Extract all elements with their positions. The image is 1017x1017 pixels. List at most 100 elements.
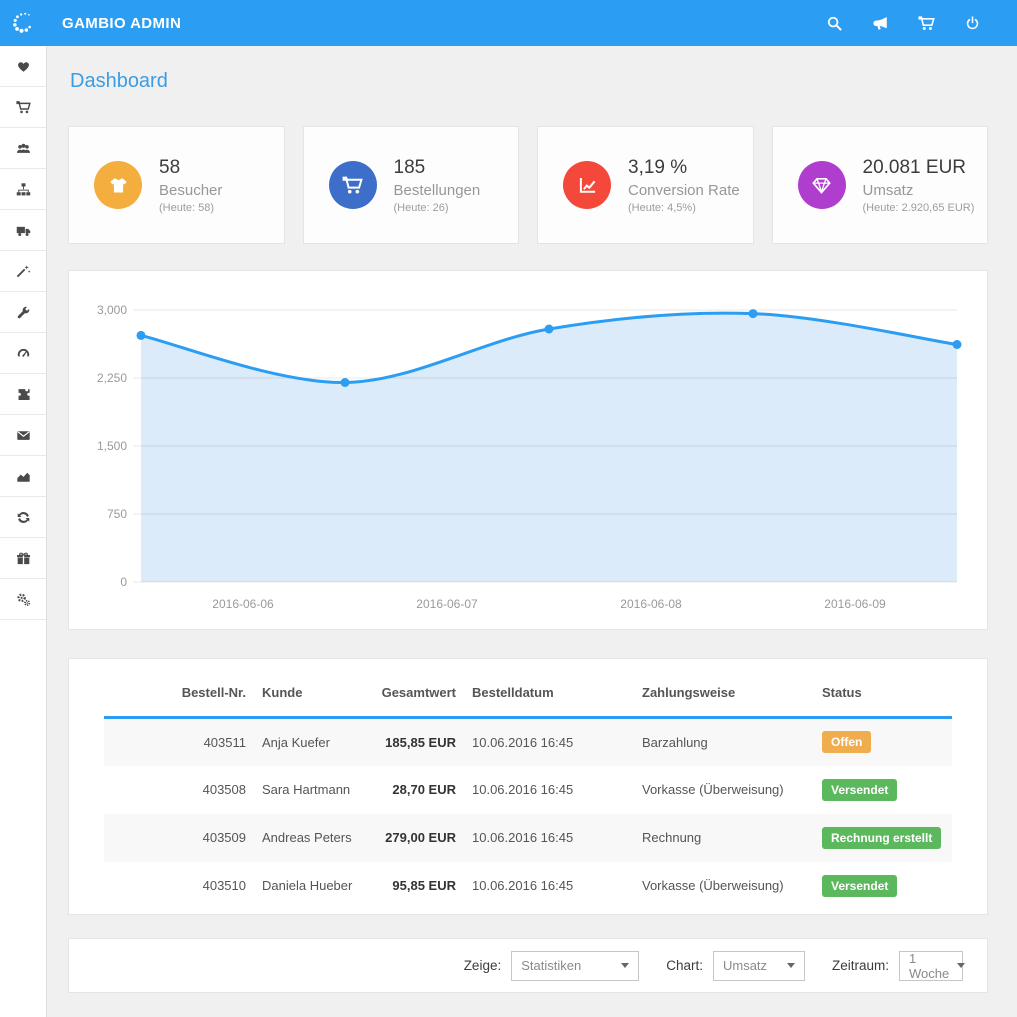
stat-value: 58 (159, 156, 181, 178)
cell-wert: 279,00 EUR (385, 830, 456, 845)
sidebar-item-area-chart[interactable] (0, 456, 46, 497)
stat-texts: 3,19 % Conversion Rate (Heute: 4,5%) (628, 157, 740, 214)
table-row[interactable]: 403511 Anja Kuefer 185,85 EUR 10.06.2016 16… (104, 717, 952, 766)
stat-card-bestellungen: 185 Bestellungen (Heute: 26) (302, 126, 519, 244)
stat-icon-circle (797, 161, 846, 209)
cell-wert: 28,70 EUR (392, 782, 456, 797)
zeige-select[interactable]: Statistiken (511, 950, 640, 981)
table-row[interactable]: 403508 Sara Hartmann 28,70 EUR 10.06.2016 1… (104, 766, 952, 814)
shirt-icon (109, 177, 127, 192)
column-header-4: Zahlungsweise (634, 675, 814, 719)
search-button[interactable] (811, 0, 857, 46)
cart-icon (917, 15, 935, 30)
y-axis-tick-label: 1,500 (97, 439, 127, 453)
chevron-down-icon (957, 963, 966, 968)
stat-texts: 58 Besucher (Heute: 58) (159, 157, 222, 214)
sidebar-item-heart[interactable] (0, 46, 46, 87)
puzzle-icon (18, 388, 30, 400)
power-icon (966, 15, 978, 29)
zeitraum-label: Zeitraum: (831, 958, 889, 973)
envelope-icon (16, 430, 30, 440)
stat-icon-circle (328, 161, 377, 209)
megaphone-icon (872, 16, 887, 30)
stat-texts: 20.081 EUR Umsatz (Heute: 2.920,65 EUR) (863, 157, 975, 214)
stat-texts: 185 Bestellungen (Heute: 26) (394, 157, 481, 214)
truck-icon (16, 226, 30, 236)
users-icon (16, 143, 30, 153)
sidebar-item-tachometer[interactable] (0, 333, 46, 374)
chart-point[interactable] (952, 340, 962, 349)
chart-point[interactable] (340, 378, 350, 387)
chart-settings-bar: Zeige: Statistiken Chart: Umsatz Zeitraum: 1 … (68, 938, 988, 993)
sidebar-item-envelope[interactable] (0, 415, 46, 456)
zeitraum-select[interactable]: 1 Woche (899, 950, 966, 981)
column-header-1: Kunde (254, 675, 364, 719)
cell-nr: 403510 (202, 878, 246, 893)
cell-datum: 10.06.2016 16:45 (472, 830, 574, 845)
spinner-dots-icon (13, 12, 31, 33)
cell-zahlung: Vorkasse (Überweisung) (642, 878, 784, 893)
chart-label: Chart: (666, 958, 703, 973)
column-header-2: Gesamtwert (364, 675, 464, 719)
y-axis-tick-label: 2,250 (97, 371, 127, 385)
megaphone-button[interactable] (857, 0, 903, 46)
sales-area-chart: 0 750 1,500 2,250 3,000 2016-06-06 2016-06-07 2… (97, 303, 962, 611)
page-title: Dashboard (70, 70, 168, 92)
top-actions (811, 0, 995, 46)
sidebar-item-puzzle[interactable] (0, 374, 46, 415)
chart-line-icon (579, 177, 595, 193)
table-row[interactable]: 403509 Andreas Peters 279,00 EUR 10.06.2016… (104, 813, 952, 862)
stat-label: Besucher (159, 181, 223, 199)
tachometer-icon (17, 348, 29, 357)
status-badge: Offen (822, 731, 872, 754)
cogs-icon (16, 593, 30, 606)
y-axis-tick-label: 3,000 (97, 303, 127, 317)
cell-zahlung: Rechnung (642, 830, 702, 845)
sidebar-item-cart[interactable] (0, 87, 46, 128)
sidebar-item-users[interactable] (0, 128, 46, 169)
y-axis-tick-label: 750 (107, 507, 127, 521)
cart-icon (15, 100, 31, 113)
cell-datum: 10.06.2016 16:45 (472, 734, 574, 750)
app-title: GAMBIO ADMIN (62, 14, 182, 32)
column-header-3: Bestelldatum (464, 675, 634, 719)
chart-control: Chart: Umsatz (666, 950, 805, 981)
stat-card-conversion-rate: 3,19 % Conversion Rate (Heute: 4,5%) (537, 126, 754, 244)
sidebar-item-cogs[interactable] (0, 579, 46, 620)
cart-icon (342, 176, 363, 194)
column-header-5: Status (814, 675, 952, 719)
cell-status: Versendet (814, 862, 952, 910)
cart-button[interactable] (903, 0, 949, 46)
zeitraum-control: Zeitraum: 1 Woche (831, 950, 966, 981)
cell-status: Rechnung erstellt (814, 814, 952, 862)
main-content: Dashboard 58 Besucher (Heute: 58) 185 Bestel… (46, 46, 1017, 1017)
sidebar-item-sitemap[interactable] (0, 169, 46, 210)
table-row[interactable]: 403510 Daniela Hueber 95,85 EUR 10.06.2016 … (104, 862, 952, 910)
cell-nr: 403509 (202, 830, 246, 845)
stats-row: 58 Besucher (Heute: 58) 185 Bestellungen (Heu… (68, 126, 988, 244)
search-icon (827, 16, 842, 31)
chart-point[interactable] (136, 330, 146, 340)
sidebar-item-refresh[interactable] (0, 497, 46, 538)
sitemap-icon (16, 182, 30, 195)
power-button[interactable] (949, 0, 995, 46)
cell-kunde: Sara Hartmann (262, 782, 351, 797)
chart-select[interactable]: Umsatz (712, 950, 805, 981)
stat-value: 185 (393, 156, 426, 178)
chart-point[interactable] (748, 309, 758, 319)
cell-status: Versendet (814, 766, 952, 814)
cell-datum: 10.06.2016 16:45 (472, 878, 574, 893)
sidebar-item-wrench[interactable] (0, 292, 46, 333)
cell-nr: 403511 (203, 734, 246, 750)
y-axis-tick-label: 0 (120, 575, 127, 589)
chart-point[interactable] (544, 324, 554, 334)
x-axis-tick-label: 2016-06-09 (824, 597, 886, 611)
sidebar-item-truck[interactable] (0, 210, 46, 251)
sidebar-item-magic-wand[interactable] (0, 251, 46, 292)
stat-value: 3,19 % (628, 156, 688, 178)
gambio-logo[interactable] (0, 0, 46, 46)
sidebar-item-gift[interactable] (0, 538, 46, 579)
stat-card-besucher: 58 Besucher (Heute: 58) (68, 126, 285, 244)
cell-nr: 403508 (202, 782, 246, 797)
x-axis-tick-label: 2016-06-06 (212, 597, 274, 611)
